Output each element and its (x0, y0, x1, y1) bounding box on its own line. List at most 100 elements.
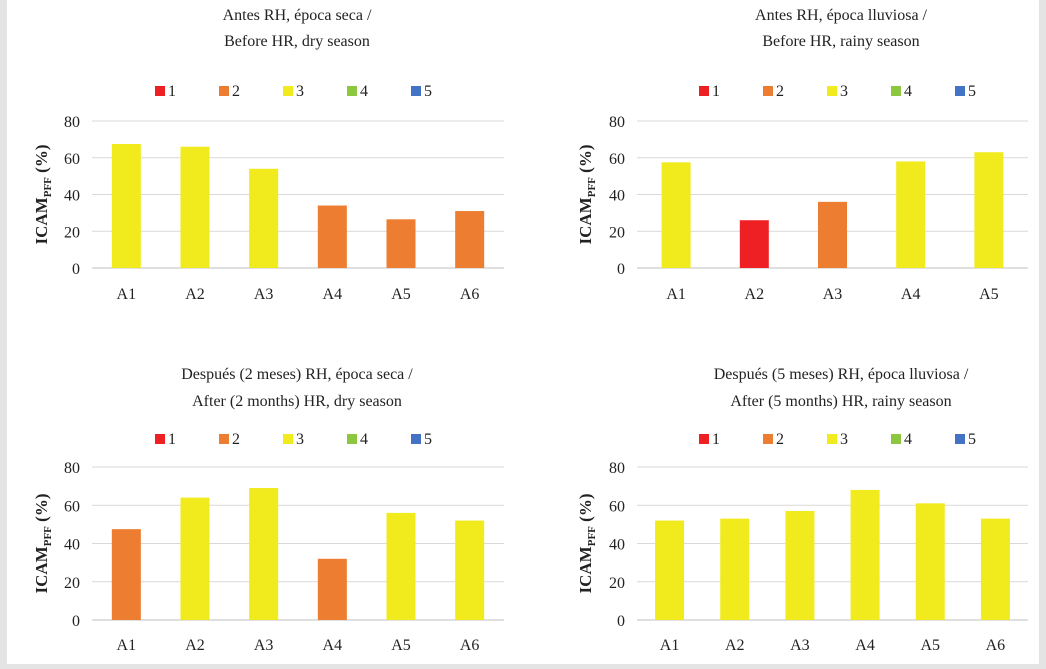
bar-A4 (317, 205, 347, 268)
x-tick-label: A3 (823, 286, 843, 303)
chart-panel-4: Después (5 meses) RH, época lluviosa / Af… (576, 366, 1028, 654)
x-tick-label: A1 (117, 637, 137, 654)
bar-A2 (180, 497, 210, 620)
bar-A1 (655, 520, 685, 620)
y-tick-label: 80 (609, 460, 625, 477)
legend-swatch-2 (219, 434, 229, 444)
x-tick-label: A5 (391, 286, 411, 303)
bar-A2 (720, 518, 750, 620)
bar-A4 (896, 161, 926, 268)
legend-label-4: 4 (360, 83, 368, 100)
legend-label-2: 2 (776, 431, 784, 448)
legend-swatch-4 (891, 86, 901, 96)
y-tick-label: 40 (609, 537, 625, 554)
legend-swatch-4 (347, 434, 357, 444)
legend-label-5: 5 (968, 431, 976, 448)
legend-label-1: 1 (712, 431, 720, 448)
legend-label-4: 4 (904, 83, 912, 100)
x-tick-label: A3 (254, 286, 274, 303)
bar-A2 (180, 146, 210, 268)
x-tick-label: A6 (460, 637, 480, 654)
legend-label-3: 3 (840, 431, 848, 448)
legend-swatch-5 (955, 434, 965, 444)
legend-swatch-3 (283, 434, 293, 444)
y-axis-label: ICAMPFF (%) (32, 145, 54, 245)
bar-A5 (386, 512, 416, 620)
legend-label-3: 3 (296, 431, 304, 448)
y-tick-label: 0 (72, 261, 80, 278)
chart-title-line: Después (2 meses) RH, época seca / (181, 366, 413, 383)
legend-swatch-5 (411, 434, 421, 444)
y-tick-label: 60 (609, 151, 625, 168)
y-tick-label: 20 (64, 575, 80, 592)
bar-A5 (915, 503, 945, 620)
y-tick-label: 60 (64, 498, 80, 515)
bar-A1 (111, 529, 141, 620)
x-tick-label: A4 (323, 286, 343, 303)
chart-panel-2: Antes RH, época lluviosa / Before HR, rai… (576, 7, 1028, 303)
chart-title-line: Antes RH, época seca / (223, 7, 372, 24)
y-axis-label: ICAMPFF (%) (576, 145, 598, 245)
legend-swatch-4 (891, 434, 901, 444)
legend-label-4: 4 (904, 431, 912, 448)
bar-A3 (249, 488, 279, 620)
x-tick-label: A5 (920, 637, 940, 654)
bar-A6 (980, 518, 1010, 620)
bar-A3 (818, 201, 847, 268)
y-tick-label: 20 (609, 575, 625, 592)
legend-swatch-1 (699, 434, 709, 444)
legend-swatch-3 (827, 86, 837, 96)
y-axis-label: ICAMPFF (%) (576, 494, 598, 594)
bar-A6 (455, 211, 485, 268)
legend-label-3: 3 (840, 83, 848, 100)
x-tick-label: A5 (979, 286, 999, 303)
chart-title-line: Before HR, dry season (224, 33, 370, 50)
y-tick-label: 80 (64, 460, 80, 477)
y-tick-label: 40 (609, 188, 625, 205)
legend-swatch-1 (155, 434, 165, 444)
y-tick-label: 60 (609, 498, 625, 515)
legend-label-2: 2 (776, 83, 784, 100)
legend-label-1: 1 (168, 431, 176, 448)
x-tick-label: A2 (185, 637, 205, 654)
x-tick-label: A4 (901, 286, 921, 303)
chart-title-line: Después (5 meses) RH, época lluviosa / (714, 366, 969, 383)
bar-A1 (661, 162, 691, 268)
legend-label-4: 4 (360, 431, 368, 448)
bar-A3 (249, 168, 279, 268)
legend-swatch-1 (699, 86, 709, 96)
y-tick-label: 0 (617, 261, 625, 278)
legend-swatch-5 (955, 86, 965, 96)
x-tick-label: A2 (725, 637, 745, 654)
x-tick-label: A1 (666, 286, 686, 303)
legend-label-1: 1 (712, 83, 720, 100)
x-tick-label: A5 (391, 637, 411, 654)
legend-label-2: 2 (232, 431, 240, 448)
bar-A5 (386, 219, 416, 268)
legend-swatch-1 (155, 86, 165, 96)
x-tick-label: A2 (185, 286, 205, 303)
legend-label-5: 5 (424, 431, 432, 448)
legend-label-3: 3 (296, 83, 304, 100)
bar-A5 (974, 152, 1004, 268)
x-tick-label: A2 (745, 286, 765, 303)
y-tick-label: 0 (617, 613, 625, 630)
y-tick-label: 0 (72, 613, 80, 630)
x-tick-label: A1 (660, 637, 680, 654)
chart-title-line: After (5 months) HR, rainy season (730, 393, 951, 410)
x-tick-label: A3 (790, 637, 810, 654)
figure-panel: Antes RH, época seca / Before HR, dry sea… (7, 0, 1039, 664)
legend-label-1: 1 (168, 83, 176, 100)
bar-A3 (785, 510, 815, 620)
bar-A2 (739, 220, 769, 268)
chart-panel-3: Después (2 meses) RH, época seca / After … (32, 366, 504, 654)
y-tick-label: 20 (64, 224, 80, 241)
x-tick-label: A4 (855, 637, 875, 654)
x-tick-label: A1 (117, 286, 137, 303)
legend-swatch-4 (347, 86, 357, 96)
chart-grid-svg: Antes RH, época seca / Before HR, dry sea… (32, 7, 1028, 654)
bar-A4 (317, 558, 347, 620)
legend-swatch-5 (411, 86, 421, 96)
legend-swatch-2 (763, 86, 773, 96)
bar-A4 (850, 489, 880, 620)
